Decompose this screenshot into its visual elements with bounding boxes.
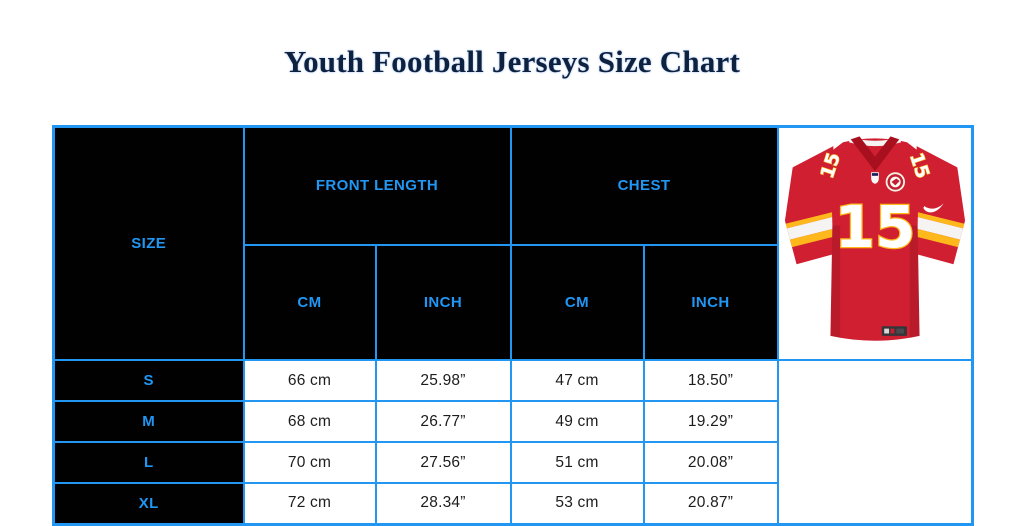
chest-cm-cell: 53 cm — [509, 482, 645, 525]
chest-inch-cell: 20.08” — [642, 441, 779, 484]
chest-cm-cell: 49 cm — [509, 400, 645, 443]
col-group-chest: CHEST — [509, 125, 779, 246]
page-title: Youth Football Jerseys Size Chart — [283, 44, 741, 79]
table-row-m: M 68 cm 26.77” 49 cm 19.29” — [52, 400, 973, 443]
front-length-cm-cell: 68 cm — [242, 400, 377, 443]
size-chart-table: SIZE FRONT LENGTH CHEST — [52, 125, 974, 526]
size-cell: XL — [52, 482, 245, 525]
jersey-collar — [848, 136, 901, 172]
table-row-s: S 66 cm 25.98” 47 cm 18.50” — [52, 359, 973, 402]
table-row-xl: XL 72 cm 28.34” 53 cm 20.87” — [52, 482, 973, 525]
front-length-cm-cell: 66 cm — [242, 359, 377, 402]
jersey-number: 15 — [834, 193, 915, 261]
col-header-size: SIZE — [52, 125, 245, 361]
chest-cm-cell: 47 cm — [509, 359, 645, 402]
col-header-chest-cm: CM — [509, 243, 645, 362]
jersey-image-cell: 15 15 15 — [776, 125, 974, 361]
nike-swoosh-icon — [923, 203, 944, 213]
col-header-chest-inch: INCH — [642, 243, 779, 362]
size-cell: L — [52, 441, 245, 484]
col-header-front-cm: CM — [242, 243, 377, 362]
size-cell: M — [52, 400, 245, 443]
size-cell: S — [52, 359, 245, 402]
chest-cm-cell: 51 cm — [509, 441, 645, 484]
chest-inch-cell: 20.87” — [642, 482, 779, 525]
front-length-inch-cell: 26.77” — [374, 400, 512, 443]
col-group-front-length: FRONT LENGTH — [242, 125, 512, 246]
front-length-inch-cell: 27.56” — [374, 441, 512, 484]
front-length-cm-cell: 72 cm — [242, 482, 377, 525]
nfl-shield-icon — [870, 172, 879, 184]
chest-inch-cell: 19.29” — [642, 400, 779, 443]
front-length-inch-cell: 25.98” — [374, 359, 512, 402]
jock-tag — [881, 326, 907, 336]
chiefs-patch-icon — [885, 172, 905, 192]
front-length-cm-cell: 70 cm — [242, 441, 377, 484]
jersey-image: 15 15 15 — [784, 136, 965, 341]
chest-inch-cell: 18.50” — [642, 359, 779, 402]
front-length-inch-cell: 28.34” — [374, 482, 512, 525]
table-row-l: L 70 cm 27.56” 51 cm 20.08” — [52, 441, 973, 484]
col-header-front-inch: INCH — [374, 243, 512, 362]
